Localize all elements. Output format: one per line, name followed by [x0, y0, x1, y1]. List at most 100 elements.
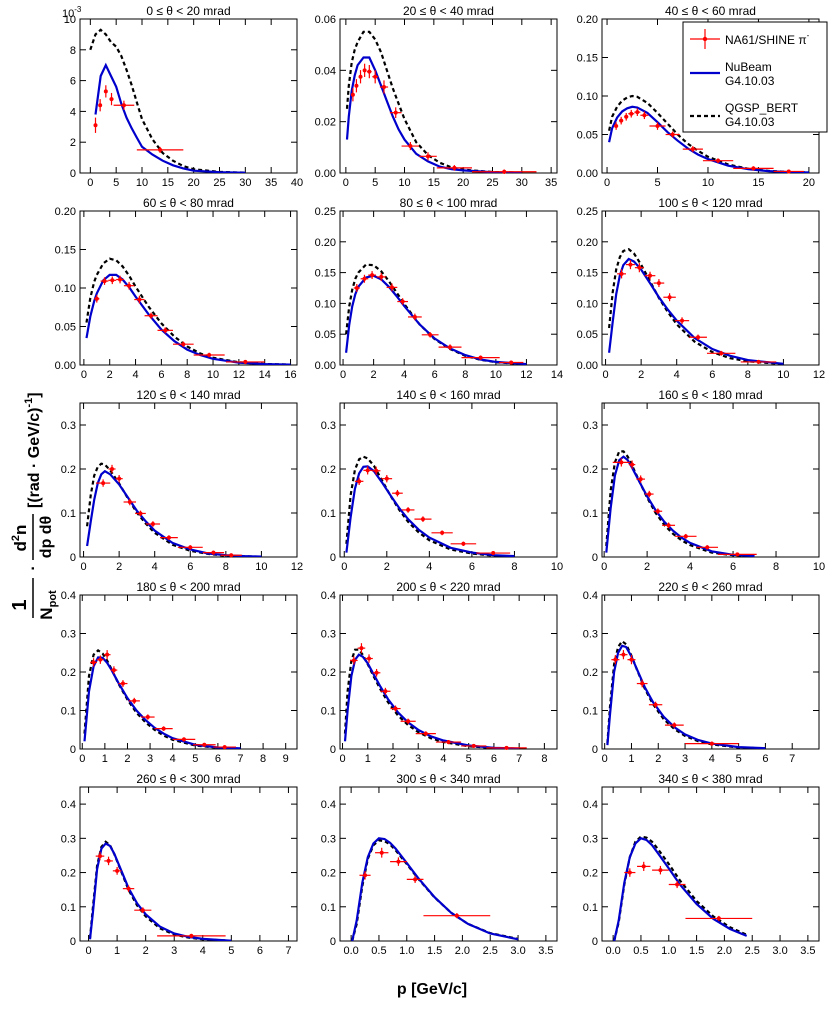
x-tick-label: 8	[511, 561, 517, 573]
data-marker	[137, 297, 142, 302]
y-axis: 0.00 0.05 0.10 0.15 0.20	[577, 14, 819, 180]
x-tick-label: 40	[291, 177, 303, 189]
y-axis-title: 1 Npot · d2n dp dθ [(rad · GeV/c)-1]	[9, 392, 59, 619]
nubeam-curve	[345, 465, 515, 557]
data-marker	[666, 523, 671, 528]
data-marker	[655, 509, 660, 514]
x-tick-label: 10	[136, 177, 148, 189]
data-point	[498, 360, 524, 365]
data-marker	[393, 110, 398, 115]
panel-title: 80 ≤ θ < 100 mrad	[400, 196, 498, 210]
data-point	[648, 701, 663, 708]
y-tick-label: 0.2	[583, 464, 598, 476]
data-marker	[675, 882, 680, 887]
plot-frame	[601, 786, 820, 942]
x-tick-label: 10	[490, 369, 502, 381]
curves	[613, 835, 748, 941]
data-point	[110, 666, 118, 674]
data-point	[123, 281, 135, 290]
data-marker	[367, 656, 372, 661]
data-marker	[229, 553, 234, 558]
y-tick-label: 0.4	[583, 799, 598, 811]
x-tick-label: 1	[628, 753, 634, 765]
y-title-d2n: d2n	[10, 525, 30, 552]
nubeam-curve	[88, 842, 232, 941]
x-tick-label: 3	[415, 753, 421, 765]
data-point	[674, 317, 690, 324]
x-tick-label: 15	[162, 177, 174, 189]
x-tick-label: 6	[491, 753, 497, 765]
data-point	[406, 875, 424, 883]
data-point	[157, 327, 173, 334]
x-tick-label: 2	[124, 753, 130, 765]
data-marker	[126, 886, 131, 891]
data-point	[90, 658, 97, 667]
y-tick-label: 0	[330, 552, 336, 564]
data-point	[386, 283, 398, 292]
data-marker	[150, 522, 155, 526]
x-tick-label: 7	[237, 753, 243, 765]
data-marker	[93, 123, 98, 128]
data-point	[381, 474, 393, 483]
x-tick-label: 12	[520, 369, 532, 381]
x-tick-label: 15	[428, 177, 440, 189]
data-marker	[359, 646, 364, 651]
y-tick-label: 0	[592, 936, 598, 948]
y-axis: 0.00 0.05 0.10 0.15 0.20	[55, 206, 297, 372]
data-point	[419, 152, 437, 161]
data-point	[486, 745, 527, 750]
data-points	[94, 275, 265, 364]
data-marker	[363, 873, 368, 878]
data-point	[220, 553, 242, 558]
x-tick-label: 12	[233, 369, 245, 381]
data-marker	[658, 868, 663, 873]
data-marker	[121, 103, 126, 108]
data-marker	[105, 652, 110, 657]
y-tick-label: 0.1	[583, 902, 598, 914]
data-point	[193, 742, 216, 747]
x-tick-label: 0	[87, 177, 93, 189]
x-tick-label: 9	[283, 753, 289, 765]
data-marker	[132, 698, 137, 703]
data-point	[649, 122, 666, 130]
data-point	[614, 122, 619, 130]
data-marker	[614, 124, 619, 129]
x-tick-label: 6	[469, 561, 475, 573]
plot-frame	[339, 18, 558, 174]
data-marker	[751, 166, 756, 171]
data-marker	[408, 144, 413, 149]
data-point	[461, 743, 487, 748]
data-marker	[350, 92, 355, 97]
data-marker	[716, 916, 721, 921]
y-tick-label: 0.2	[321, 868, 336, 880]
data-point	[95, 851, 105, 861]
x-tick-label: 0	[602, 753, 608, 765]
x-tick-label: 1	[114, 945, 120, 957]
data-marker	[491, 551, 496, 556]
data-point	[401, 507, 415, 513]
data-marker	[374, 468, 379, 473]
data-marker	[400, 299, 405, 304]
data-point	[193, 352, 225, 358]
y-axis: 0.00 0.02 0.04 0.06	[315, 14, 557, 180]
data-marker	[101, 481, 106, 486]
data-point	[644, 271, 656, 280]
data-marker	[628, 262, 633, 267]
data-point	[213, 745, 236, 750]
x-tick-label: 2	[371, 369, 377, 381]
y-tick-label: 0.25	[577, 206, 598, 218]
data-marker	[379, 850, 384, 855]
x-tick-label: 25	[486, 177, 498, 189]
x-tick-label: 6	[215, 753, 221, 765]
x-axis: 0 2 4 6 8 10	[601, 403, 825, 573]
y-axis: 0 0.1 0.2 0.3 0.4	[61, 799, 297, 948]
x-tick-label: 0	[80, 561, 86, 573]
data-marker	[735, 552, 740, 557]
data-point	[96, 655, 104, 664]
data-point	[421, 332, 439, 338]
plot-frame	[79, 402, 298, 558]
data-marker	[642, 113, 647, 118]
